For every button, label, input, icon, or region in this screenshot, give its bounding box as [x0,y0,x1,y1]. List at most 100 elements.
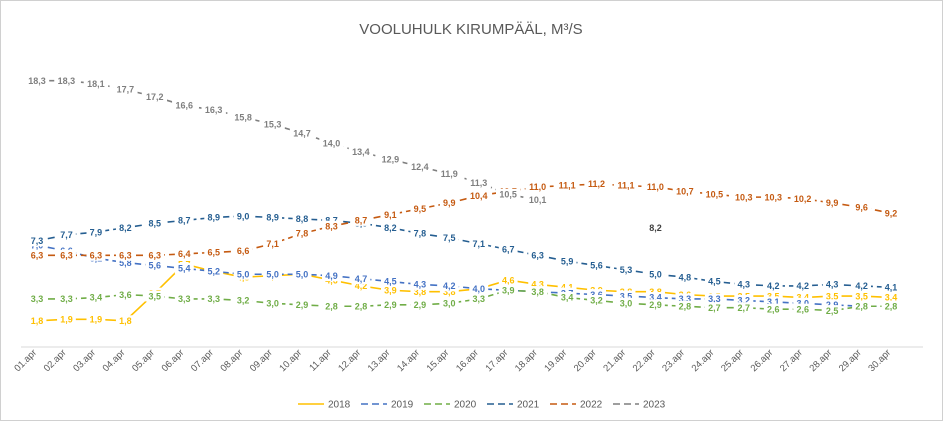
x-tick-label: 24.apr [690,347,717,374]
data-label: 3,4 [796,293,809,303]
data-label: 6,3 [119,251,132,261]
data-label-bg [145,260,165,272]
series-line-2021 [36,215,892,289]
data-label-bg [702,188,727,200]
x-tick-label: 16.apr [454,347,481,374]
data-label-bg [27,235,47,247]
data-label-bg [115,222,135,234]
data-label-bg [322,214,341,226]
data-label-bg [57,293,76,305]
data-label-bg [348,146,374,158]
data-label: 6,3 [31,251,44,261]
data-label-bg [881,292,901,304]
data-label: 2,9 [414,300,427,310]
data-label-bg [616,264,636,276]
x-tick-label: 26.apr [749,347,776,374]
data-label: 2,5 [826,306,839,316]
data-label: 4,0 [472,284,485,294]
x-tick-label: 28.apr [807,347,834,374]
data-label: 10,7 [676,187,694,197]
data-label-bg [57,313,76,325]
data-label-bg [86,249,106,261]
data-label-bg [528,278,548,290]
x-tick-label: 01.apr [12,347,39,374]
data-label-bg [145,249,165,261]
data-label-bg [675,300,695,312]
data-label: 6,4 [178,249,191,259]
data-label: 2,8 [885,301,898,311]
data-label-bg [557,255,577,267]
data-label-bg [881,300,901,312]
data-label-bg [233,268,253,280]
data-label: 8,7 [178,216,191,226]
data-label: 4,2 [767,281,780,291]
data-label-bg [646,292,665,304]
data-label: 8,7 [325,216,338,226]
data-label-bg [704,302,724,314]
data-label-bg [822,305,842,317]
data-label: 11,0 [529,182,546,192]
data-label-bg [790,193,815,205]
data-label-bg [616,290,636,302]
data-label: 11,0 [647,182,664,192]
data-label-bg [498,284,518,296]
data-label: 3,0 [266,299,279,309]
data-label-bg [351,273,371,285]
data-label-bg [24,75,50,87]
data-label: 8,9 [266,213,279,223]
data-label-bg [734,294,754,306]
data-label-bg [466,190,491,202]
data-label: 3,8 [649,287,662,297]
data-label-bg [525,194,550,206]
data-label-bg [646,299,665,311]
data-label-bg [587,294,606,306]
x-tick-label: 14.apr [395,347,422,374]
data-label-bg [439,280,459,292]
data-label-bg [763,290,783,302]
data-label: 1,9 [60,315,73,325]
data-label: 15,3 [264,120,282,130]
data-label: 2,9 [826,300,839,310]
data-label-bg [852,280,871,292]
data-label-bg [204,265,224,277]
x-tick-label: 10.apr [277,347,304,374]
data-label: 18,3 [58,76,76,86]
data-label: 8,2 [119,223,132,233]
data-label-bg [469,238,489,250]
data-label: 2,8 [355,301,368,311]
data-label: 3,4 [885,293,898,303]
data-label-bg [525,181,550,193]
data-label-bg [263,238,282,250]
data-label: 5,4 [178,264,191,274]
data-label: 7,1 [266,239,279,249]
data-label-bg [616,297,636,309]
data-label-bg [263,268,282,280]
data-label-bg [675,293,695,305]
data-label-bg [498,274,518,286]
data-label: 2,7 [708,303,721,313]
data-label: 3,2 [738,296,751,306]
x-tick-label: 06.apr [160,347,187,374]
x-tick-label: 12.apr [336,347,363,374]
data-label: 3,2 [237,296,250,306]
data-label: 2,9 [384,300,397,310]
legend-label: 2019 [391,400,414,411]
data-label-bg [233,294,253,306]
data-label: 3,4 [561,293,574,303]
data-label-bg [292,268,312,280]
data-label: 3,5 [826,291,839,301]
data-label: 3,3 [679,294,692,304]
data-label: 3,2 [590,296,603,306]
data-label-bg [822,278,842,290]
data-label: 2,7 [738,303,751,313]
data-label-bg [292,299,312,311]
data-label: 7,5 [443,233,456,243]
data-label: 6,7 [502,245,515,255]
data-label-bg [852,300,871,312]
data-label: 7,8 [296,229,309,239]
data-label-bg [410,203,430,215]
data-label-bg [763,296,783,308]
data-label: 4,8 [679,272,692,282]
data-label-bg [381,299,400,311]
data-label-bg [322,300,341,312]
